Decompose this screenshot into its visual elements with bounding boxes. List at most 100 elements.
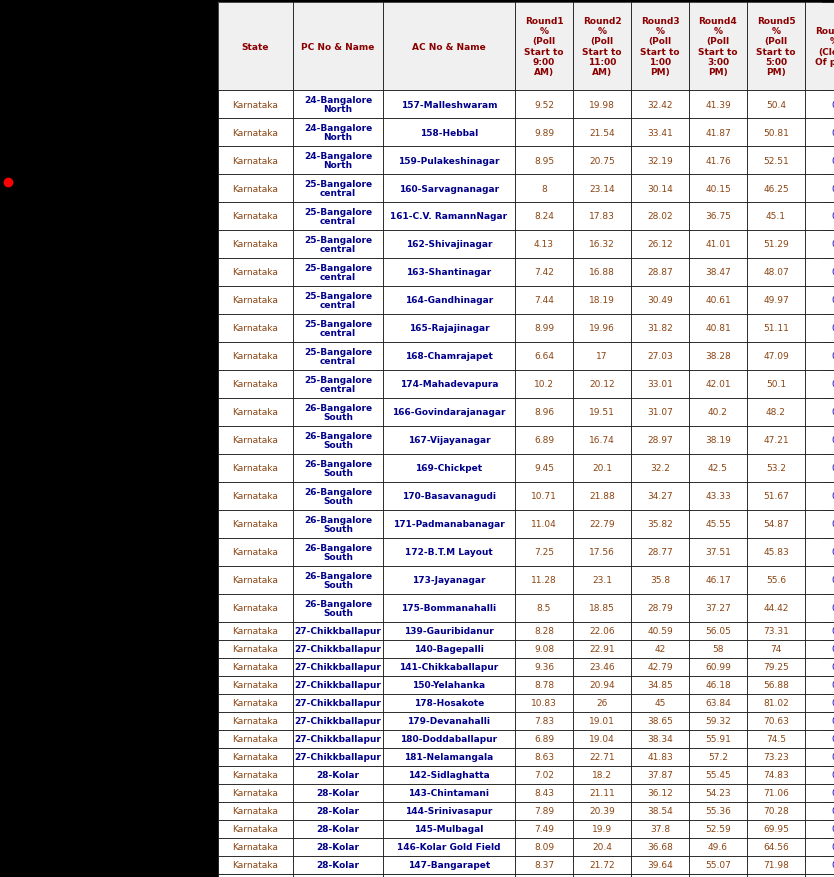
Bar [218, 259, 293, 287]
Text: 22.79: 22.79 [589, 520, 615, 529]
Text: 40.2: 40.2 [708, 408, 728, 417]
Bar [383, 146, 515, 175]
Bar [689, 802, 747, 820]
Bar [218, 398, 293, 426]
Text: Round5
%
(Poll
Start to
5:00
PM): Round5 % (Poll Start to 5:00 PM) [756, 17, 796, 77]
Bar [293, 91, 383, 119]
Text: 74: 74 [771, 645, 781, 653]
Text: 0: 0 [831, 212, 834, 221]
Bar [573, 856, 631, 874]
Bar [573, 623, 631, 640]
Bar [218, 766, 293, 784]
Bar [747, 315, 805, 343]
Text: 40.81: 40.81 [705, 324, 731, 333]
Text: Karnataka: Karnataka [233, 824, 279, 833]
Text: 140-Bagepalli: 140-Bagepalli [414, 645, 484, 653]
Text: 6.89: 6.89 [534, 735, 554, 744]
Bar [747, 175, 805, 203]
Text: 49.6: 49.6 [708, 843, 728, 852]
Text: 0: 0 [831, 843, 834, 852]
Bar [689, 820, 747, 838]
Bar [293, 766, 383, 784]
Text: 169-Chickpet: 169-Chickpet [415, 464, 483, 473]
Text: Karnataka: Karnataka [233, 548, 279, 557]
Bar [747, 398, 805, 426]
Bar [631, 802, 689, 820]
Bar [631, 731, 689, 748]
Text: Karnataka: Karnataka [233, 627, 279, 636]
Text: 0: 0 [831, 408, 834, 417]
Bar [218, 712, 293, 731]
Bar [689, 454, 747, 482]
Text: 23.46: 23.46 [589, 663, 615, 672]
Bar [689, 623, 747, 640]
Bar [747, 3, 805, 91]
Bar [747, 371, 805, 398]
Text: 31.82: 31.82 [647, 324, 673, 333]
Bar [218, 175, 293, 203]
Text: 179-Devanahalli: 179-Devanahalli [408, 717, 490, 725]
Bar [218, 659, 293, 676]
Text: 70.28: 70.28 [763, 807, 789, 816]
Text: 162-Shivajinagar: 162-Shivajinagar [406, 240, 492, 249]
Text: 33.41: 33.41 [647, 128, 673, 138]
Bar [805, 371, 834, 398]
Bar [631, 659, 689, 676]
Text: 0: 0 [831, 645, 834, 653]
Bar [515, 838, 573, 856]
Bar [218, 695, 293, 712]
Text: 55.91: 55.91 [705, 735, 731, 744]
Text: 69.95: 69.95 [763, 824, 789, 833]
Text: 24-Bangalore
North: 24-Bangalore North [304, 152, 372, 170]
Bar [805, 315, 834, 343]
Bar [573, 766, 631, 784]
Text: 19.98: 19.98 [589, 100, 615, 110]
Bar [515, 640, 573, 659]
Bar [383, 91, 515, 119]
Bar [747, 623, 805, 640]
Text: 0: 0 [831, 681, 834, 689]
Text: 181-Nelamangala: 181-Nelamangala [404, 752, 494, 761]
Text: 48.07: 48.07 [763, 268, 789, 277]
Text: Karnataka: Karnataka [233, 296, 279, 305]
Text: 0: 0 [831, 184, 834, 193]
Bar [805, 259, 834, 287]
Text: 6.89: 6.89 [534, 436, 554, 445]
Bar [689, 748, 747, 766]
Text: 41.01: 41.01 [705, 240, 731, 249]
Bar [805, 695, 834, 712]
Bar [293, 874, 383, 877]
Bar [383, 623, 515, 640]
Bar [805, 856, 834, 874]
Bar [573, 398, 631, 426]
Bar [689, 259, 747, 287]
Text: 27-Chikkballapur: 27-Chikkballapur [294, 735, 381, 744]
Bar [573, 567, 631, 595]
Bar [747, 784, 805, 802]
Bar [747, 426, 805, 454]
Text: 32.2: 32.2 [650, 464, 670, 473]
Bar [747, 203, 805, 231]
Text: 52.51: 52.51 [763, 156, 789, 165]
Text: 20.39: 20.39 [589, 807, 615, 816]
Text: 30.14: 30.14 [647, 184, 673, 193]
Bar [515, 119, 573, 146]
Text: 7.25: 7.25 [534, 548, 554, 557]
Bar [293, 820, 383, 838]
Bar [631, 595, 689, 623]
Bar [805, 343, 834, 371]
Bar [515, 567, 573, 595]
Text: 17.56: 17.56 [589, 548, 615, 557]
Bar [573, 3, 631, 91]
Bar [689, 91, 747, 119]
Text: Karnataka: Karnataka [233, 352, 279, 361]
Bar [515, 538, 573, 567]
Bar [293, 119, 383, 146]
Text: 158-Hebbal: 158-Hebbal [420, 128, 478, 138]
Bar [515, 510, 573, 538]
Text: Round1
%
(Poll
Start to
9:00
AM): Round1 % (Poll Start to 9:00 AM) [525, 17, 564, 77]
Bar [515, 454, 573, 482]
Bar [805, 482, 834, 510]
Bar [573, 731, 631, 748]
Text: 25-Bangalore
central: 25-Bangalore central [304, 291, 372, 310]
